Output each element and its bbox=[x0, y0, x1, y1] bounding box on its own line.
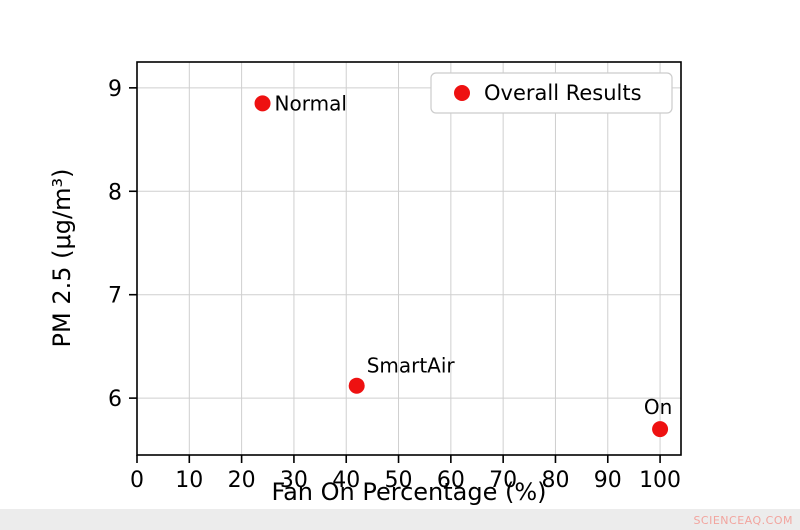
x-tick-label: 40 bbox=[332, 468, 360, 493]
axis-ticks: 0 10 20 30 40 50 60 70 80 90 100 6 7 8 9 bbox=[108, 77, 681, 493]
watermark-text: SCIENCEAQ.COM bbox=[693, 514, 793, 527]
x-tick-label: 60 bbox=[437, 468, 465, 493]
data-point-label: Normal bbox=[275, 91, 347, 115]
data-point-label: On bbox=[644, 395, 672, 419]
legend-label: Overall Results bbox=[484, 81, 642, 105]
legend-marker-icon bbox=[454, 85, 470, 101]
x-tick-label: 90 bbox=[594, 468, 622, 493]
axis-border bbox=[136, 61, 682, 456]
x-tick-label: 20 bbox=[228, 468, 256, 493]
x-tick-label: 70 bbox=[489, 468, 517, 493]
y-tick-label: 6 bbox=[108, 387, 122, 412]
data-point bbox=[348, 377, 365, 394]
watermark-bar: SCIENCEAQ.COM bbox=[0, 509, 800, 530]
legend-box bbox=[430, 72, 673, 114]
data-point-label: SmartAir bbox=[367, 354, 456, 378]
y-tick-label: 9 bbox=[108, 77, 122, 102]
x-tick-label: 80 bbox=[541, 468, 569, 493]
data-point bbox=[652, 421, 669, 438]
legend: Overall Results bbox=[430, 72, 673, 114]
grid-lines bbox=[136, 62, 681, 455]
x-axis-label: Fan On Percentage (%) bbox=[271, 478, 546, 506]
y-tick-label: 7 bbox=[108, 284, 122, 309]
x-tick-label: 10 bbox=[175, 468, 203, 493]
y-tick-label: 8 bbox=[108, 180, 122, 205]
x-tick-label: 30 bbox=[280, 468, 308, 493]
x-tick-label: 0 bbox=[130, 468, 144, 493]
y-axis-label: PM 2.5 (μg/m³) bbox=[48, 169, 76, 348]
data-point bbox=[254, 95, 271, 112]
data-points: Normal SmartAir On bbox=[254, 91, 672, 438]
x-tick-label: 100 bbox=[639, 468, 681, 493]
x-tick-label: 50 bbox=[385, 468, 413, 493]
